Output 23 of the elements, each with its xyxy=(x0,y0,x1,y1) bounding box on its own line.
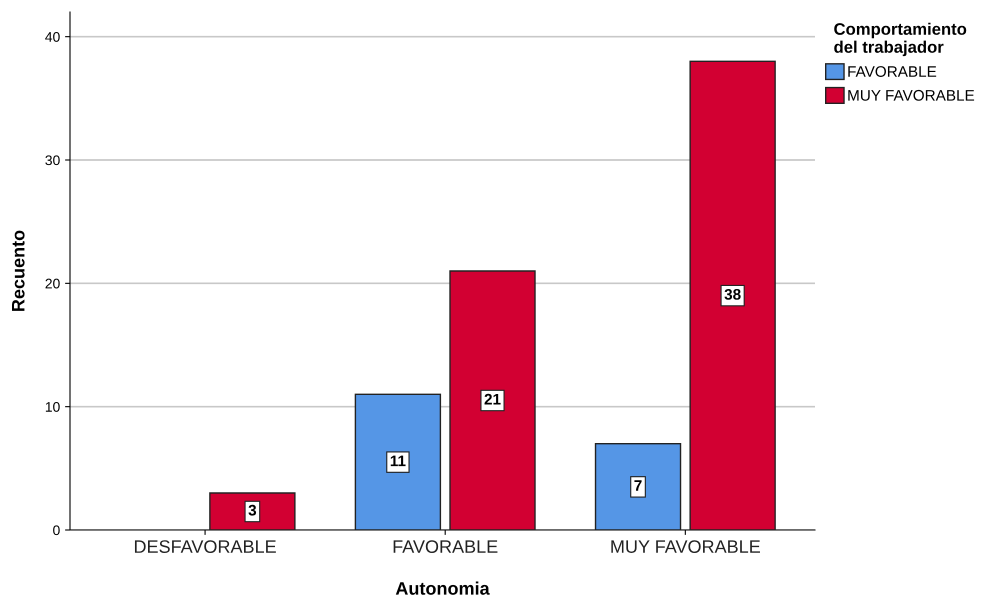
x-tick-label: DESFAVORABLE xyxy=(134,540,276,553)
y-tick-label: 20 xyxy=(46,278,60,289)
data-label: 7 xyxy=(634,480,642,491)
y-tick-label: 0 xyxy=(53,525,60,536)
bar xyxy=(209,492,296,530)
data-label: 3 xyxy=(248,504,256,516)
data-label: 21 xyxy=(484,394,501,404)
bar xyxy=(354,394,442,530)
legend-title: Comportamiento del trabajador xyxy=(834,22,966,56)
data-label: 38 xyxy=(724,288,741,300)
x-tick-label: MUY FAVORABLE xyxy=(611,540,760,553)
legend-label: MUY FAVORABLE xyxy=(848,90,974,101)
x-axis-title: Autonomia xyxy=(396,582,490,595)
bar xyxy=(594,442,682,530)
data-label: 11 xyxy=(390,456,406,466)
y-tick-label: 10 xyxy=(46,402,60,412)
x-tick-label: FAVORABLE xyxy=(394,540,498,553)
y-tick-label: 40 xyxy=(45,32,60,42)
bar xyxy=(449,270,536,530)
y-tick-label: 30 xyxy=(45,155,60,166)
bar xyxy=(689,60,776,530)
legend-label: FAVORABLE xyxy=(848,66,936,77)
y-axis-title: Recuento xyxy=(12,230,25,311)
